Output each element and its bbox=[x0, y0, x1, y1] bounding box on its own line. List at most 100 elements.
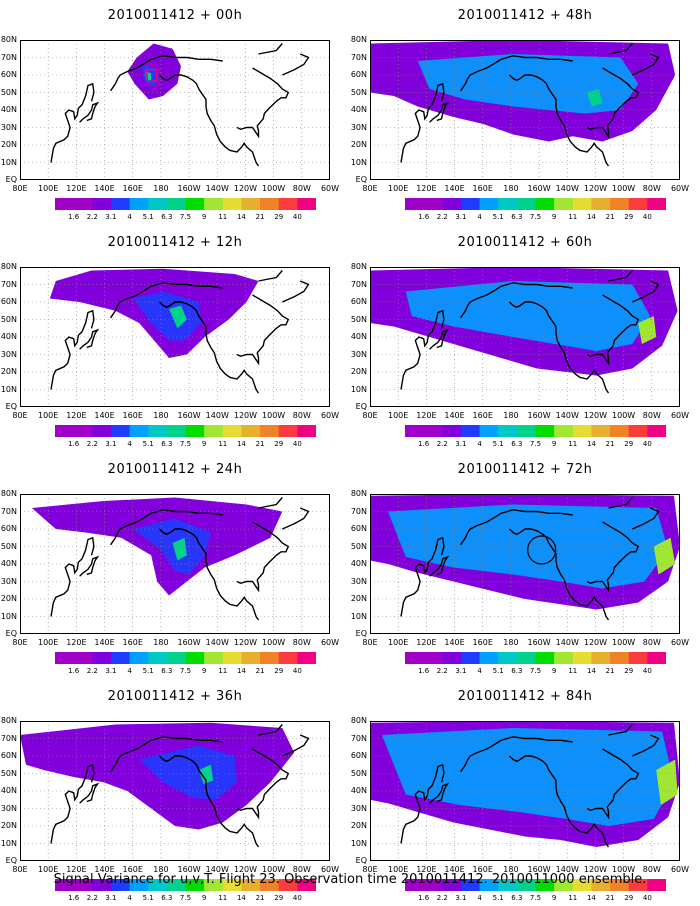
lat-tick-label: 70N bbox=[0, 733, 17, 743]
lat-tick-label: 70N bbox=[350, 733, 367, 743]
lat-tick-label: 50N bbox=[0, 768, 17, 778]
map-panel-p36: 2010011412 + 36h 80N 70N 60N 50N 40N 30N 20N 10N… bbox=[0, 681, 350, 906]
colorbar-label: 6.3 bbox=[161, 894, 173, 902]
lon-tick-label: 100W bbox=[612, 638, 636, 647]
lat-tick-label: 80N bbox=[350, 262, 367, 271]
lon-tick-label: 120E bbox=[66, 184, 87, 193]
colorbar-swatch bbox=[423, 879, 443, 891]
lat-tick-label: 60N bbox=[350, 524, 367, 533]
lon-tick-label: 80W bbox=[642, 411, 661, 420]
colorbar-label: 40 bbox=[292, 667, 302, 675]
colorbar-swatch bbox=[110, 652, 131, 664]
lon-tick-label: 100E bbox=[38, 638, 59, 647]
colorbar-swatch bbox=[442, 198, 462, 210]
colorbar-label: 2.2 bbox=[86, 440, 98, 448]
colorbar-label: 21 bbox=[255, 894, 265, 902]
variance-region-high bbox=[653, 537, 676, 575]
variance-map bbox=[20, 721, 330, 861]
colorbar-swatch bbox=[460, 198, 481, 210]
colorbar-label: 3.1 bbox=[105, 440, 117, 448]
coastline bbox=[586, 521, 640, 593]
colorbar-label: 4 bbox=[127, 894, 132, 902]
lat-tick-label: 30N bbox=[0, 576, 17, 586]
lon-tick-label: 80E bbox=[362, 184, 378, 193]
coastline bbox=[460, 736, 573, 773]
lon-tick-label: 180 bbox=[153, 411, 169, 420]
lat-tick-label: 40N bbox=[350, 105, 367, 114]
coastline bbox=[258, 497, 283, 509]
colorbar-label: 1.6 bbox=[68, 213, 80, 221]
lon-tick-label: 100W bbox=[262, 865, 286, 874]
lon-tick-label: 100W bbox=[262, 638, 286, 647]
lat-tick-label: 50N bbox=[0, 87, 17, 97]
lat-tick-label: 80N bbox=[350, 716, 367, 725]
colorbar-swatch bbox=[516, 879, 536, 891]
colorbar-label: 2.2 bbox=[436, 667, 448, 675]
lon-tick-label: 160E bbox=[122, 411, 143, 420]
colorbar-swatch bbox=[55, 425, 75, 437]
colorbar-swatch bbox=[460, 879, 481, 891]
coastline bbox=[608, 497, 633, 509]
colorbar-swatch bbox=[297, 879, 316, 891]
lon-tick-label: 160E bbox=[122, 184, 143, 193]
colorbar-swatch bbox=[241, 879, 261, 891]
lat-tick-label: 70N bbox=[0, 52, 17, 62]
colorbar-swatch bbox=[516, 198, 536, 210]
colorbar-swatch bbox=[405, 425, 425, 437]
coastline bbox=[159, 301, 260, 394]
colorbar-swatch bbox=[204, 652, 224, 664]
colorbar-label: 29 bbox=[274, 440, 284, 448]
colorbar-label: 14 bbox=[586, 667, 596, 675]
colorbar-swatch bbox=[110, 425, 131, 437]
colorbar-label: 21 bbox=[605, 213, 615, 221]
colorbar-swatch bbox=[479, 198, 499, 210]
colorbar-swatch bbox=[498, 198, 518, 210]
colorbar-swatch bbox=[92, 652, 112, 664]
coastline bbox=[429, 328, 450, 350]
lon-tick-label: 140E bbox=[444, 865, 465, 874]
colorbar-swatch bbox=[460, 425, 481, 437]
map-panel-p48: 2010011412 + 48h 80N 70N 60N 50N 40N 30N 20N 10N… bbox=[350, 0, 700, 225]
colorbar-swatch bbox=[260, 425, 280, 437]
lat-tick-label: 30N bbox=[0, 349, 17, 359]
colorbar-label: 7.5 bbox=[529, 213, 542, 221]
coastline bbox=[460, 55, 573, 92]
coastline bbox=[159, 74, 260, 167]
lat-tick-label: 40N bbox=[0, 332, 17, 341]
colorbar bbox=[55, 879, 316, 891]
coastline bbox=[509, 74, 610, 167]
lon-tick-label: 140E bbox=[444, 411, 465, 420]
lat-tick-label: 50N bbox=[350, 768, 367, 778]
colorbar-swatch bbox=[479, 652, 499, 664]
colorbar bbox=[405, 879, 666, 891]
colorbar-swatch bbox=[55, 879, 75, 891]
colorbar-label: 14 bbox=[236, 667, 246, 675]
lon-tick-label: 120W bbox=[583, 411, 608, 420]
colorbar-swatch bbox=[241, 425, 261, 437]
colorbar-swatch bbox=[554, 879, 574, 891]
colorbar-swatch bbox=[591, 198, 611, 210]
panel-title: 2010011412 + 36h bbox=[107, 689, 243, 704]
lon-tick-label: 180 bbox=[503, 411, 519, 420]
colorbar-swatch bbox=[204, 198, 224, 210]
lon-tick-label: 160W bbox=[177, 184, 201, 193]
lon-tick-label: 60W bbox=[320, 638, 340, 647]
colorbar-swatch bbox=[241, 652, 261, 664]
colorbar-swatch bbox=[278, 879, 298, 891]
colorbar-label: 1.6 bbox=[418, 667, 430, 675]
colorbar-label: 29 bbox=[274, 213, 284, 221]
colorbar-swatch bbox=[129, 652, 149, 664]
lon-tick-label: 180 bbox=[153, 865, 169, 874]
colorbar-label: 3.1 bbox=[105, 894, 117, 902]
colorbar-label: 6.3 bbox=[511, 667, 523, 675]
coastline bbox=[159, 755, 260, 848]
colorbar-swatch bbox=[591, 652, 611, 664]
colorbar-label: 7.5 bbox=[179, 440, 192, 448]
colorbar-label: 11 bbox=[568, 667, 578, 675]
colorbar-label: 11 bbox=[568, 213, 578, 221]
lon-tick-label: 60W bbox=[670, 865, 690, 874]
colorbar-swatch bbox=[204, 879, 224, 891]
colorbar-label: 40 bbox=[642, 213, 652, 221]
coastline bbox=[429, 101, 450, 123]
coastline bbox=[110, 55, 223, 92]
